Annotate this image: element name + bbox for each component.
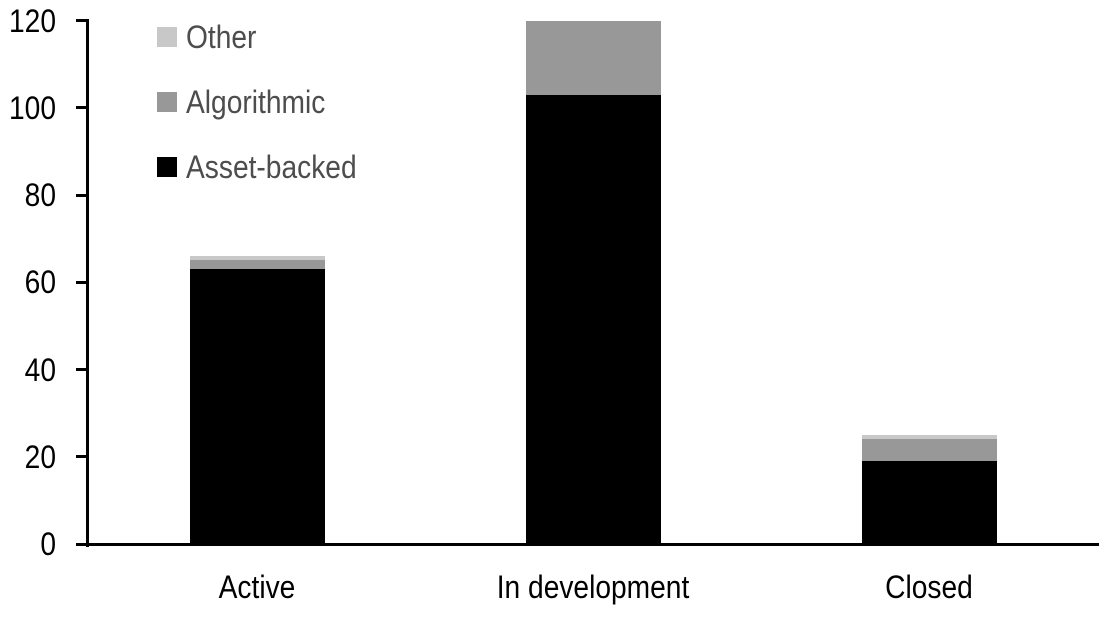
bar-segment-algorithmic-active [190,260,325,270]
x-axis-line [86,542,1099,546]
y-axis-tick [76,193,86,197]
legend-label-other: Other [186,19,257,55]
y-axis-tick-label: 20 [24,438,56,475]
bar-segment-asset-backed-active [190,269,325,544]
y-axis-tick [76,455,86,459]
legend-item-other: Other [157,21,380,53]
legend-label-algorithmic: Algorithmic [186,84,326,120]
y-axis-tick-label: 60 [24,264,56,301]
y-axis-tick-label: 40 [24,351,56,388]
y-axis-tick [76,542,86,546]
legend-swatch-algorithmic [157,92,177,112]
x-axis-label-in-development: In development [496,569,690,605]
bar-segment-other-active [190,256,325,261]
y-axis-tick-label: 100 [9,89,57,126]
legend: Other Algorithmic Asset-backed [157,21,380,221]
legend-label-asset-backed: Asset-backed [186,149,357,185]
bar-segment-other-closed [862,434,997,440]
y-axis-line [86,19,89,547]
x-axis-label-active: Active [218,569,296,605]
legend-swatch-other [157,27,177,47]
bar-segment-algorithmic-in-development [526,20,661,95]
bar-segment-asset-backed-closed [862,461,997,544]
y-axis-tick [76,19,86,22]
y-axis-tick [76,280,86,284]
legend-item-asset-backed: Asset-backed [157,151,380,183]
y-axis-tick-label: 80 [24,177,56,213]
y-axis-tick [76,368,86,371]
x-axis-label-closed: Closed [885,569,973,605]
bar-segment-algorithmic-closed [862,439,997,462]
legend-swatch-asset-backed [157,157,177,177]
bar-segment-asset-backed-in-development [526,94,661,544]
legend-item-algorithmic: Algorithmic [157,86,380,118]
y-axis-tick [76,106,86,110]
y-axis-tick-label: 0 [40,526,56,562]
y-axis-tick-label: 120 [9,2,57,39]
